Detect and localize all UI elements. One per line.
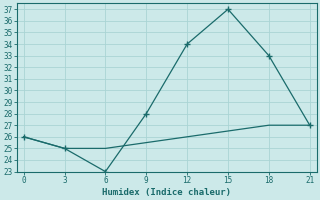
X-axis label: Humidex (Indice chaleur): Humidex (Indice chaleur) <box>102 188 231 197</box>
